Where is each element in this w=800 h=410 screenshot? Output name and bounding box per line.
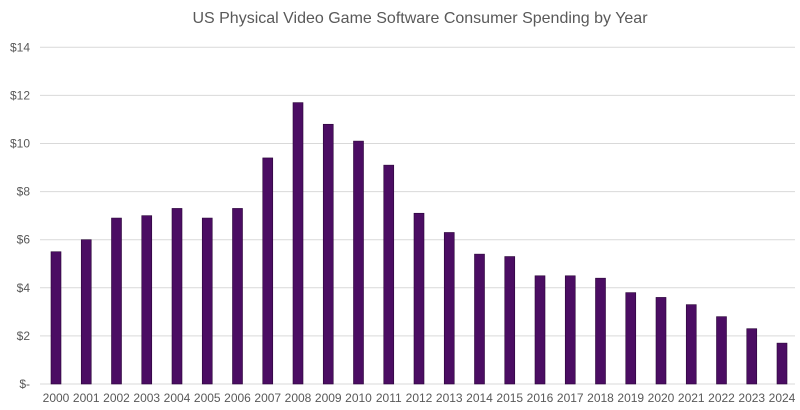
x-tick-label: 2004 [164, 391, 191, 405]
y-tick-label: $- [19, 377, 30, 391]
x-tick-label: 2009 [315, 391, 342, 405]
bar-2004 [171, 208, 183, 385]
y-tick-label: $10 [10, 137, 30, 151]
bar-2019 [625, 292, 637, 385]
bar-2014 [474, 253, 485, 385]
x-axis-ticks: 2000 2001 2002 2003 2004 2005 2006 2007 2008 2009… [43, 391, 796, 405]
bar-2011 [383, 164, 395, 385]
bar-2013 [443, 232, 455, 385]
bar-2007 [262, 157, 274, 385]
bar-2006 [232, 208, 243, 385]
bar-2009 [322, 123, 334, 385]
x-tick-label: 2010 [345, 391, 372, 405]
chart-title: US Physical Video Game Software Consumer… [192, 10, 648, 27]
y-tick-label: $6 [17, 233, 31, 247]
x-tick-label: 2020 [648, 391, 675, 405]
y-tick-label: $2 [17, 329, 31, 343]
bar-2000 [50, 251, 62, 385]
bar-2020 [655, 297, 667, 385]
bar-2022 [716, 316, 727, 385]
x-tick-label: 2014 [466, 391, 493, 405]
x-tick-label: 2008 [285, 391, 312, 405]
bar-2005 [201, 217, 213, 385]
x-tick-label: 2005 [194, 391, 221, 405]
x-tick-label: 2015 [496, 391, 523, 405]
y-tick-label: $12 [10, 88, 30, 102]
x-tick-label: 2016 [527, 391, 554, 405]
y-tick-label: $8 [17, 185, 31, 199]
y-axis-ticks: $- $2 $4 $6 $8 $10 $12 $14 [10, 40, 30, 391]
bar-2003 [141, 215, 153, 385]
x-tick-label: 2000 [43, 391, 70, 405]
x-tick-label: 2017 [557, 391, 584, 405]
bar-2021 [685, 304, 697, 385]
bar-2018 [595, 277, 606, 385]
x-tick-label: 2019 [617, 391, 644, 405]
x-tick-label: 2007 [254, 391, 281, 405]
x-tick-label: 2018 [587, 391, 614, 405]
x-tick-label: 2021 [678, 391, 705, 405]
x-tick-label: 2013 [436, 391, 463, 405]
bar-2001 [80, 239, 92, 385]
x-tick-label: 2001 [73, 391, 100, 405]
bar-2016 [534, 275, 546, 385]
bar-2015 [504, 256, 516, 385]
bar-2023 [746, 328, 758, 385]
x-tick-label: 2024 [769, 391, 796, 405]
x-tick-label: 2006 [224, 391, 251, 405]
bar-2002 [111, 217, 122, 385]
bar-2010 [353, 140, 364, 385]
bar-2008 [292, 102, 304, 385]
x-tick-label: 2003 [133, 391, 160, 405]
y-tick-label: $4 [17, 281, 31, 295]
bar-2017 [564, 275, 576, 385]
bars [50, 102, 788, 385]
bar-2024 [776, 342, 788, 385]
x-tick-label: 2011 [376, 391, 402, 405]
x-tick-label: 2012 [406, 391, 433, 405]
y-tick-label: $14 [10, 40, 30, 54]
x-tick-label: 2023 [738, 391, 765, 405]
bar-2012 [413, 212, 425, 385]
x-tick-label: 2022 [708, 391, 735, 405]
x-tick-label: 2002 [103, 391, 130, 405]
